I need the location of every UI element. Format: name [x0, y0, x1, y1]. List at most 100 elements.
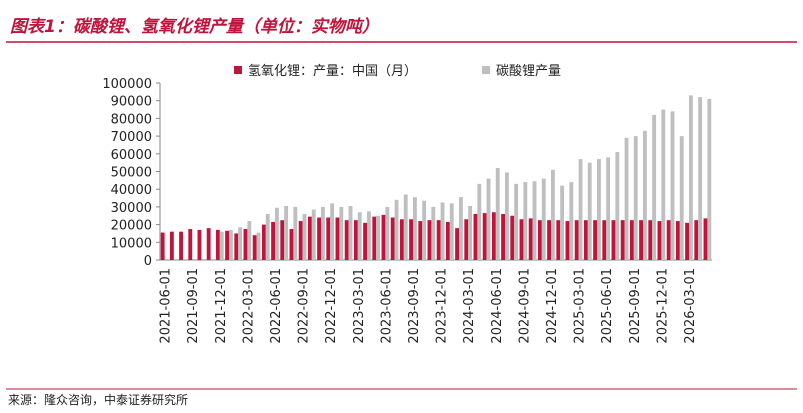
bar — [229, 229, 233, 260]
bar — [495, 167, 500, 260]
legend-label: 氢氧化锂：产量：中国（月） — [248, 64, 417, 79]
bar — [491, 212, 496, 260]
bar — [409, 219, 413, 260]
bar — [611, 220, 616, 260]
bar — [367, 211, 371, 260]
bar — [298, 221, 303, 260]
bar — [271, 221, 275, 260]
bar — [339, 206, 344, 260]
bar — [523, 182, 528, 260]
bar — [353, 220, 358, 260]
bar — [574, 220, 579, 260]
bar — [657, 221, 662, 260]
bar — [234, 233, 239, 260]
bar — [403, 194, 408, 260]
bar — [215, 229, 220, 260]
x-tick-label: 2024-09-01 — [517, 268, 532, 344]
bar — [547, 220, 551, 260]
bar — [639, 220, 643, 260]
bar — [160, 232, 165, 260]
bar — [583, 220, 588, 260]
bar — [597, 159, 601, 260]
bar — [569, 182, 574, 260]
bar — [707, 98, 712, 261]
x-tick-label: 2023-09-01 — [407, 268, 422, 344]
bar — [275, 207, 279, 260]
bar — [321, 206, 325, 260]
bar — [445, 221, 450, 260]
bar — [685, 222, 689, 260]
bar — [468, 206, 473, 260]
x-tick-label: 2023-06-01 — [379, 268, 394, 344]
y-tick-label: 40000 — [111, 183, 152, 198]
bar — [188, 229, 193, 260]
x-tick-label: 2021-06-01 — [159, 268, 174, 344]
source-note: 来源：隆众咨询，中泰证券研究所 — [8, 392, 188, 407]
bar — [602, 220, 607, 260]
bar — [578, 159, 583, 260]
bar — [385, 206, 390, 260]
x-tick-label: 2022-06-01 — [269, 268, 284, 344]
bar — [440, 202, 445, 260]
bar — [629, 220, 634, 260]
bar — [436, 220, 441, 260]
y-tick-label: 60000 — [111, 148, 152, 163]
x-tick-label: 2024-12-01 — [545, 268, 560, 344]
bar — [560, 185, 565, 260]
bar — [514, 183, 519, 260]
bar — [624, 137, 629, 260]
bar — [280, 220, 285, 260]
bar — [431, 206, 436, 260]
bar — [357, 212, 362, 260]
y-tick-label: 20000 — [111, 219, 152, 234]
bar — [197, 229, 202, 260]
bar — [464, 219, 469, 260]
bar — [169, 231, 174, 260]
bar — [256, 232, 261, 260]
x-tick-label: 2026-03-01 — [683, 268, 698, 344]
x-tick-label: 2022-12-01 — [324, 268, 339, 344]
y-tick-label: 100000 — [102, 77, 152, 92]
bar — [390, 217, 395, 260]
bar — [394, 199, 399, 260]
bar — [344, 220, 349, 260]
x-tick-label: 2023-03-01 — [352, 268, 367, 344]
bar — [243, 229, 248, 260]
bar — [225, 230, 229, 260]
y-tick-label: 0 — [144, 254, 152, 269]
bar — [348, 206, 353, 260]
bar — [519, 219, 524, 260]
bar — [427, 220, 432, 260]
bar — [363, 222, 367, 260]
bar — [307, 216, 312, 260]
bar — [633, 136, 638, 260]
bar — [606, 157, 611, 260]
x-tick-label: 2025-06-01 — [600, 268, 615, 344]
bar — [620, 220, 625, 260]
bar — [261, 224, 266, 260]
bar — [413, 197, 417, 260]
bar — [247, 221, 252, 260]
bar — [455, 228, 459, 260]
bar — [556, 220, 561, 260]
bar — [694, 220, 699, 260]
bar — [486, 178, 491, 260]
bar — [477, 183, 482, 260]
bar — [376, 215, 381, 260]
bar — [372, 216, 377, 260]
bar — [418, 221, 423, 260]
bar — [670, 111, 675, 260]
x-tick-label: 2025-09-01 — [628, 268, 643, 344]
bar — [422, 200, 427, 260]
bar — [206, 228, 211, 260]
x-tick-label: 2024-06-01 — [490, 268, 505, 344]
bar — [265, 213, 270, 260]
bar — [593, 220, 597, 260]
bar — [587, 162, 592, 260]
bar — [528, 218, 533, 260]
bar — [326, 217, 331, 260]
x-tick-label: 2021-09-01 — [186, 268, 201, 344]
bar — [381, 214, 386, 260]
bar — [219, 231, 224, 260]
